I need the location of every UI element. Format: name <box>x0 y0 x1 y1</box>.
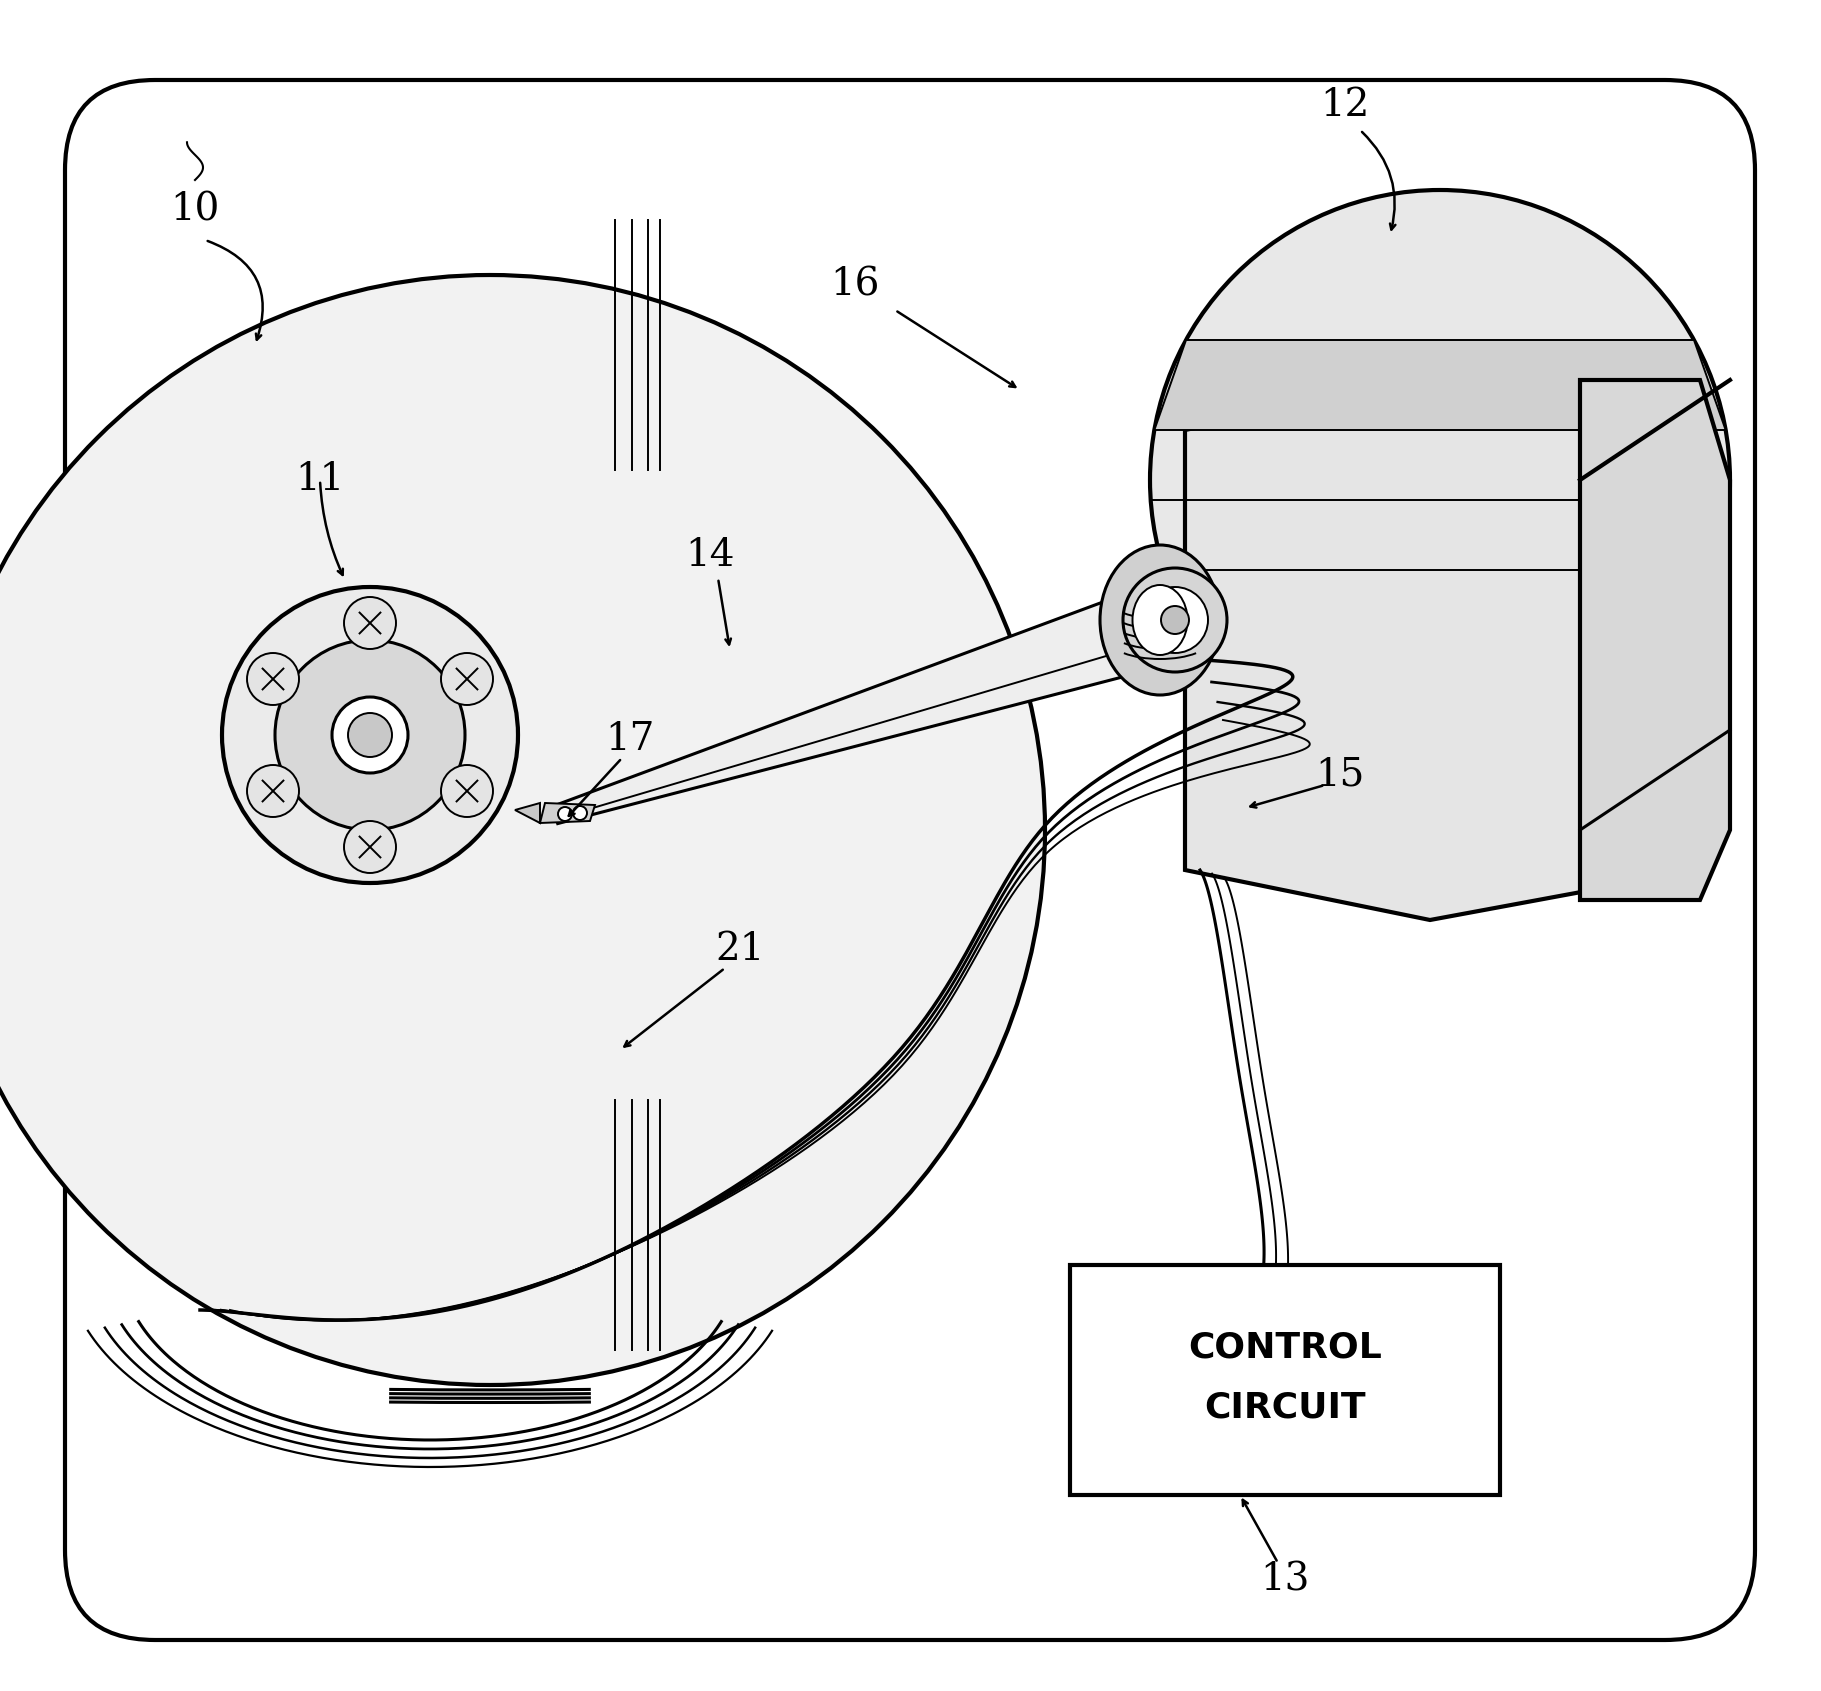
Ellipse shape <box>1100 545 1220 695</box>
Text: CIRCUIT: CIRCUIT <box>1204 1392 1366 1426</box>
Text: 14: 14 <box>685 536 734 573</box>
Circle shape <box>248 764 299 817</box>
Circle shape <box>1151 189 1730 769</box>
Polygon shape <box>1185 380 1701 920</box>
Ellipse shape <box>1133 585 1187 654</box>
Circle shape <box>275 639 464 830</box>
Circle shape <box>344 597 395 649</box>
Text: 17: 17 <box>605 722 656 759</box>
Circle shape <box>248 653 299 705</box>
Circle shape <box>1124 568 1227 671</box>
FancyBboxPatch shape <box>1071 1265 1501 1495</box>
Circle shape <box>348 714 392 758</box>
Circle shape <box>441 764 493 817</box>
Text: 12: 12 <box>1320 86 1369 123</box>
Circle shape <box>331 697 408 773</box>
Text: CONTROL: CONTROL <box>1187 1331 1382 1365</box>
Polygon shape <box>1155 340 1726 430</box>
Circle shape <box>0 276 1045 1385</box>
Circle shape <box>1162 605 1189 634</box>
Polygon shape <box>515 803 541 824</box>
Circle shape <box>557 807 572 822</box>
Circle shape <box>1142 587 1207 653</box>
Text: 15: 15 <box>1315 756 1364 793</box>
Circle shape <box>441 653 493 705</box>
Polygon shape <box>552 580 1187 824</box>
Circle shape <box>222 587 517 883</box>
Circle shape <box>574 807 586 820</box>
Text: 21: 21 <box>716 932 765 969</box>
Text: 13: 13 <box>1260 1561 1309 1598</box>
FancyBboxPatch shape <box>66 79 1755 1640</box>
Polygon shape <box>541 803 595 824</box>
Text: 11: 11 <box>295 462 344 499</box>
Circle shape <box>344 822 395 873</box>
Text: 10: 10 <box>171 191 220 228</box>
Text: 16: 16 <box>830 267 880 303</box>
Polygon shape <box>1581 380 1730 900</box>
